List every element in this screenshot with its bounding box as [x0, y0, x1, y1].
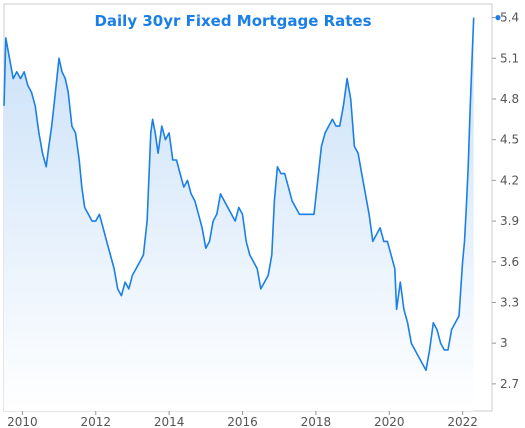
y-tick-label: 3.6 — [500, 255, 519, 269]
rate-area-fill — [4, 17, 474, 411]
y-tick-label: 5.4 — [500, 11, 519, 25]
y-tick-label: 4.2 — [500, 173, 519, 187]
y-axis: 2.7 3 3.3 3.6 3.9 4.2 4.5 4.8 5.1 5.4 — [492, 11, 519, 391]
x-tick-label: 2022 — [447, 415, 478, 428]
y-tick-label: 4.8 — [500, 92, 519, 106]
y-tick-label: 5.1 — [500, 51, 519, 65]
x-tick-label: 2014 — [154, 415, 185, 428]
chart-title: Daily 30yr Fixed Mortgage Rates — [94, 12, 371, 30]
x-tick-label: 2020 — [374, 415, 405, 428]
rate-line — [3, 17, 475, 372]
y-tick-label: 3 — [500, 336, 508, 350]
x-tick-label: 2018 — [301, 415, 332, 428]
y-tick-label: 2.7 — [500, 377, 519, 391]
y-tick-label: 3.3 — [500, 295, 519, 309]
x-tick-label: 2012 — [80, 415, 111, 428]
x-tick-label: 2016 — [227, 415, 258, 428]
latest-rate-marker — [495, 15, 501, 21]
x-axis: 2010 2012 2014 2016 2018 2020 2022 — [7, 411, 478, 428]
x-tick-label: 2010 — [7, 415, 38, 428]
y-tick-label: 4.5 — [500, 133, 519, 147]
y-tick-label: 3.9 — [500, 214, 519, 228]
